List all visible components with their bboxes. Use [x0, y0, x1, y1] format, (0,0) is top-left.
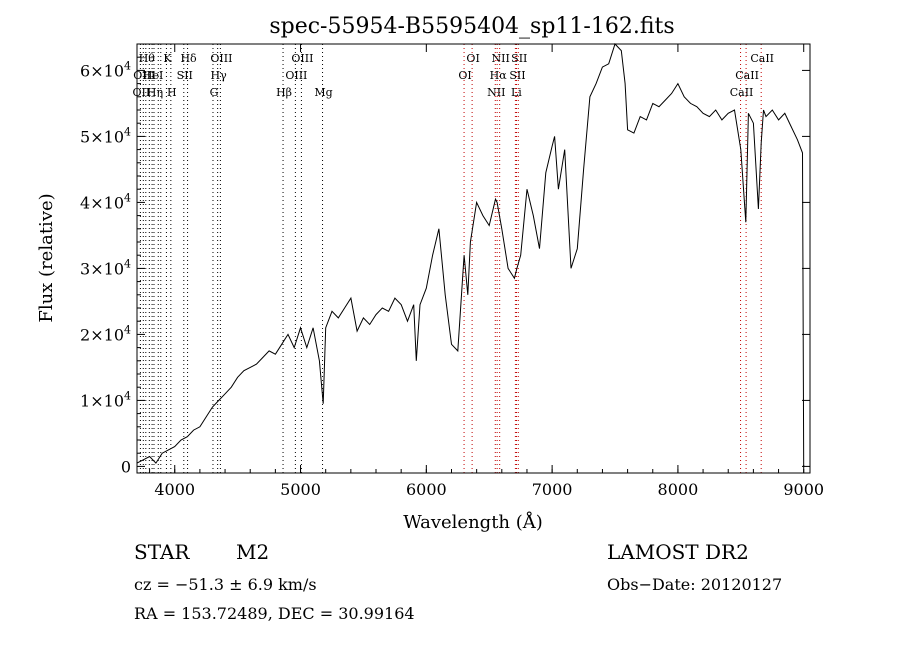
line-marker-label: HeI: [143, 69, 163, 82]
line-marker-label: OIII: [285, 69, 307, 82]
redshift-cz: cz = −51.3 ± 6.9 km/s: [134, 575, 317, 594]
spectrum-series-line: [136, 43, 805, 467]
x-tick-label: 9000: [783, 480, 824, 499]
line-marker-label: Hα: [490, 69, 508, 82]
x-tick-label: 7000: [532, 480, 573, 499]
object-subclass: M2: [236, 540, 270, 564]
line-marker-label: Hθ: [139, 52, 156, 65]
chart-title: spec-55954-B5595404_sp11-162.fits: [269, 14, 674, 39]
line-marker-label: Hη: [147, 86, 163, 99]
y-tick-label: 0: [121, 457, 131, 476]
x-tick-label: 6000: [406, 480, 447, 499]
line-marker-label: SII: [177, 69, 193, 82]
y-tick-label: 5×104: [80, 125, 131, 146]
line-marker-label: CaII: [750, 52, 774, 65]
line-marker-label: SII: [511, 52, 527, 65]
y-axis-ticks: 0 1×104 2×104 3×104 4×104 5×104 6×104: [80, 56, 810, 476]
line-marker-label: Hβ: [276, 86, 292, 99]
x-axis-label: Wavelength (Å): [403, 511, 543, 533]
object-class: STAR: [134, 540, 190, 564]
line-marker-label: CaII: [730, 86, 754, 99]
line-marker-label: NII: [492, 52, 510, 65]
line-marker-label: OI: [466, 52, 479, 65]
plot-frame: [136, 43, 811, 474]
line-marker-label: OIII: [133, 69, 155, 82]
x-tick-label: 4000: [154, 480, 195, 499]
line-marker-label: Mg: [314, 86, 332, 99]
line-marker-label: Li: [511, 86, 522, 99]
line-marker-label: SII: [509, 69, 525, 82]
x-tick-label: 8000: [658, 480, 699, 499]
line-marker-label: NII: [487, 86, 505, 99]
y-tick-label: 1×104: [80, 389, 131, 410]
x-tick-label: 5000: [280, 480, 321, 499]
y-tick-label: 3×104: [80, 257, 131, 278]
line-marker-label: Hγ: [211, 69, 228, 82]
line-marker-label: Hδ: [180, 52, 197, 65]
coordinates: RA = 153.72489, DEC = 30.99164: [134, 604, 415, 623]
line-marker-label: OIII: [291, 52, 313, 65]
y-tick-label: 2×104: [80, 323, 131, 344]
y-tick-label: 4×104: [80, 191, 131, 212]
y-axis-label: Flux (relative): [36, 193, 57, 322]
observation-date: Obs−Date: 20120127: [607, 575, 783, 594]
survey-name: LAMOST DR2: [607, 540, 749, 564]
y-tick-label: 6×104: [80, 59, 131, 80]
line-marker-label: OI: [458, 69, 471, 82]
line-marker-labels: OIIOIIIHθHeIHηKHSIIHδGHγOIIIHβOIIIOIIIMg…: [133, 52, 774, 99]
line-marker-label: CaII: [735, 69, 759, 82]
line-marker-label: H: [167, 86, 177, 99]
x-axis-ticks: 4000 5000 6000 7000 8000 9000: [149, 44, 824, 499]
line-marker-label: K: [163, 52, 172, 65]
line-marker-label: G: [210, 86, 219, 99]
line-markers: [139, 44, 762, 473]
line-marker-label: OIII: [210, 52, 232, 65]
